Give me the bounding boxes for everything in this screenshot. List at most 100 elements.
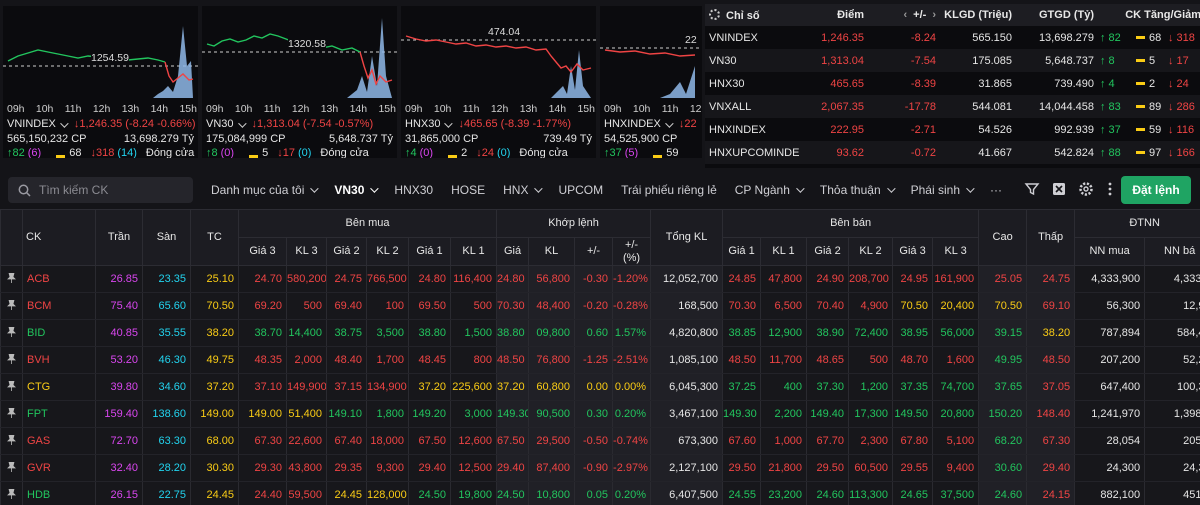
board-cell: 113,300 bbox=[848, 481, 893, 505]
summary-cell: ↑ 4 bbox=[1098, 72, 1134, 95]
pin-icon[interactable] bbox=[7, 461, 16, 472]
breadth-floor: (14) bbox=[117, 147, 137, 158]
summary-value: HNX30 bbox=[709, 77, 745, 90]
more-icon[interactable] bbox=[1105, 181, 1115, 197]
board-cell: 168,500 bbox=[650, 292, 723, 320]
board-cell: -1.20% bbox=[612, 265, 651, 293]
price-line-down bbox=[164, 61, 194, 84]
summary-cell: 544.081 bbox=[940, 95, 1016, 118]
market-tab[interactable]: CP Ngành bbox=[735, 183, 805, 197]
index-value: 13,698.279 Tỷ bbox=[123, 133, 194, 145]
board-cell: 53.20 bbox=[95, 346, 143, 374]
board-cell: 60,800 bbox=[528, 373, 575, 401]
summary-row: VNINDEX 1,246.35 -8.24 565.150 13,698.279 ↑ 8… bbox=[705, 26, 1200, 49]
column-header: Giá 1 bbox=[408, 237, 451, 266]
market-tab[interactable]: HNX30 bbox=[394, 183, 433, 197]
board-cell: 24,300 bbox=[1074, 454, 1145, 482]
board-cell: 149.10 bbox=[326, 400, 367, 428]
pin-icon[interactable] bbox=[7, 434, 16, 445]
time-label: 11h bbox=[462, 103, 480, 115]
board-cell: 37.20 bbox=[190, 373, 239, 401]
pin-icon[interactable] bbox=[7, 326, 16, 337]
search-box[interactable]: Tìm kiếm CK bbox=[8, 177, 193, 203]
board-cell: 24.60 bbox=[806, 481, 849, 505]
column-header: Giá 3 bbox=[238, 237, 287, 266]
order-button[interactable]: Đặt lệnh bbox=[1121, 176, 1191, 204]
board-cell: 52,27 bbox=[1144, 346, 1200, 374]
board-cell: 34.60 bbox=[142, 373, 191, 401]
summary-cell: 14,044.458 bbox=[1016, 95, 1098, 118]
time-label: 09h bbox=[7, 103, 25, 115]
sparkline-chart bbox=[600, 47, 702, 98]
pin-icon[interactable] bbox=[7, 380, 16, 391]
board-cell: 24,30 bbox=[1144, 454, 1200, 482]
market-tab[interactable]: Thỏa thuận bbox=[819, 183, 896, 197]
pin-icon[interactable] bbox=[7, 488, 16, 499]
column-header: Giá 2 bbox=[326, 237, 367, 266]
stock-symbol: FPT bbox=[22, 400, 96, 428]
time-label: 12h bbox=[490, 103, 509, 115]
market-tab[interactable]: Phái sinh bbox=[911, 183, 975, 197]
column-header: KL 2 bbox=[366, 237, 409, 266]
tab-label: Thỏa thuận bbox=[819, 183, 881, 197]
stock-symbol: BID bbox=[22, 319, 96, 347]
board-cell: -0.50 bbox=[574, 427, 613, 455]
index-name: HNX30 bbox=[405, 118, 441, 130]
summary-value: 992.939 bbox=[1054, 123, 1094, 136]
market-tab[interactable]: VN30 bbox=[334, 183, 380, 197]
market-tab[interactable]: HNX bbox=[503, 183, 544, 197]
pin-icon[interactable] bbox=[7, 299, 16, 310]
board-cell: 584,45 bbox=[1144, 319, 1200, 347]
pin-icon[interactable] bbox=[7, 407, 16, 418]
settings-icon[interactable] bbox=[1078, 181, 1094, 197]
pin-cell bbox=[0, 346, 23, 374]
board-cell: 38.80 bbox=[496, 319, 529, 347]
volume-area bbox=[153, 26, 193, 98]
summary-header-text: +/- bbox=[913, 9, 927, 21]
board-cell: 30.30 bbox=[190, 454, 239, 482]
board-cell: 500 bbox=[449, 292, 497, 320]
board-cell: 46.30 bbox=[142, 346, 191, 374]
nav-next: › bbox=[932, 9, 936, 21]
market-tab[interactable]: HOSE bbox=[451, 183, 485, 197]
board-cell: 29.55 bbox=[892, 454, 933, 482]
volume-line: 31,865,000 CP 739.49 Tỷ bbox=[405, 133, 592, 145]
pin-icon[interactable] bbox=[7, 272, 16, 283]
market-tab[interactable]: Trái phiếu riêng lẻ bbox=[621, 183, 717, 197]
stock-row: FPT 159.40 138.60 149.00 149.00 51,400 149.10 1… bbox=[0, 400, 1200, 428]
summary-column-header: KLGD (Triệu) bbox=[940, 4, 1016, 26]
pin-cell bbox=[0, 373, 23, 401]
market-tab[interactable]: ··· bbox=[990, 183, 1002, 197]
summary-cell: 542.824 bbox=[1016, 141, 1098, 164]
breadth-line: ↑82 (6) 68 ↓318 (14) Đóng cửa bbox=[7, 147, 194, 158]
summary-value: 89 bbox=[1149, 100, 1162, 113]
stock-symbol: ACB bbox=[22, 265, 96, 293]
group-header: Khớp lệnh bbox=[496, 209, 652, 238]
summary-value: 2,067.35 bbox=[821, 100, 864, 113]
filter-icon[interactable] bbox=[1024, 181, 1040, 197]
settings-icon[interactable] bbox=[709, 8, 720, 20]
toolbar-icons bbox=[1024, 181, 1115, 197]
board-cell: 70.50 bbox=[190, 292, 239, 320]
market-tab[interactable]: UPCOM bbox=[558, 183, 603, 197]
board-cell: 38.80 bbox=[408, 319, 451, 347]
nav-prev: ‹ bbox=[903, 9, 908, 21]
board-cell: 25.05 bbox=[978, 265, 1027, 293]
flat-marker bbox=[1136, 58, 1145, 62]
board-cell: 38.90 bbox=[806, 319, 849, 347]
pin-icon[interactable] bbox=[7, 353, 16, 364]
market-tab[interactable]: Danh mục của tôi bbox=[211, 183, 320, 197]
excel-icon[interactable] bbox=[1051, 181, 1067, 197]
board-cell: 1,000 bbox=[760, 427, 807, 455]
board-cell: 38.95 bbox=[892, 319, 933, 347]
board-cell: -2.51% bbox=[612, 346, 651, 374]
index-panel: 2209h10h11h12h13h14h15hHNXINDEX↓2254,525… bbox=[600, 6, 702, 158]
summary-header-text: KLGD (Triệu) bbox=[944, 9, 1012, 21]
board-cell: 0.00 bbox=[574, 373, 613, 401]
board-cell: 37.20 bbox=[496, 373, 529, 401]
pin-cell bbox=[0, 292, 23, 320]
board-cell: 23,200 bbox=[760, 481, 807, 505]
tab-chevron bbox=[966, 184, 975, 193]
board-cell: 138.60 bbox=[142, 400, 191, 428]
time-label: 10h bbox=[234, 103, 253, 115]
